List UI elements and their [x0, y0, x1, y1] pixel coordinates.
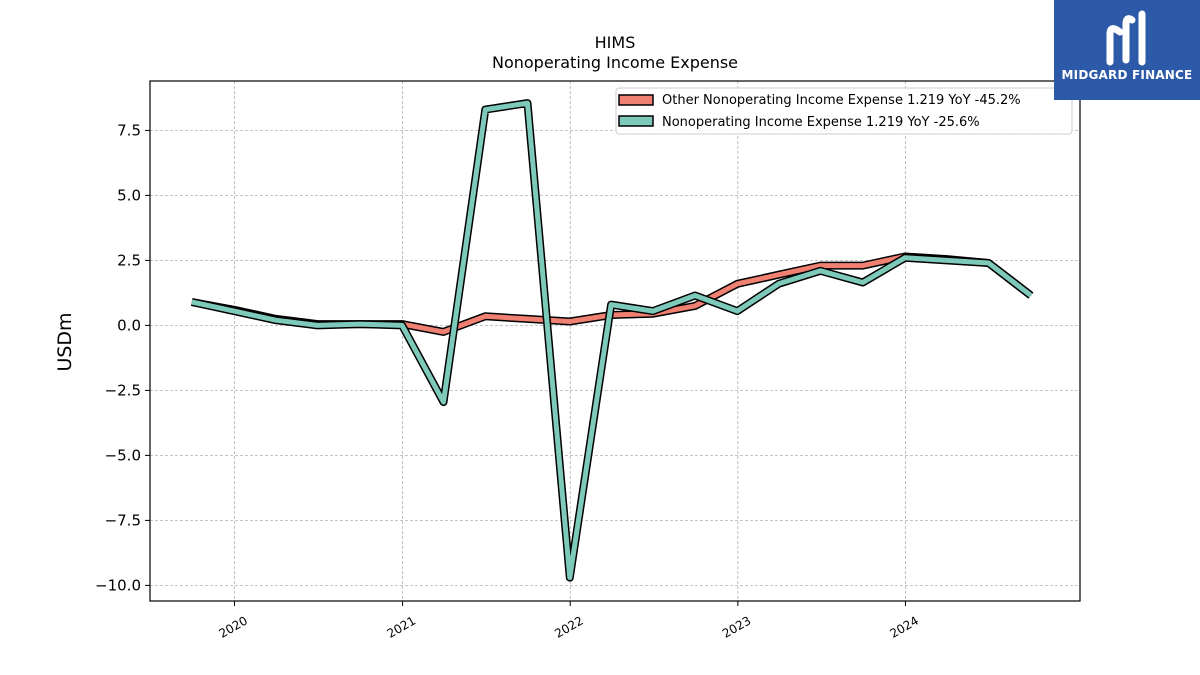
y-tick-label: 7.5: [117, 121, 141, 139]
x-tick-label: 2024: [888, 613, 921, 640]
y-axis-label: USDm: [54, 312, 76, 371]
y-tick-label: −7.5: [105, 511, 141, 529]
plot-frame: [149, 80, 1081, 602]
y-tick-label: 5.0: [117, 186, 141, 204]
chart-title: HIMS: [595, 33, 636, 52]
y-tick-label: 2.5: [117, 251, 141, 269]
y-tick-label: −2.5: [105, 381, 141, 399]
x-tick-label: 2020: [217, 613, 250, 640]
grid: [150, 81, 1080, 601]
x-tick-label: 2023: [720, 613, 753, 640]
y-tick-label: 0.0: [117, 316, 141, 334]
legend: Other Nonoperating Income Expense 1.219 …: [615, 87, 1073, 135]
legend-box: [615, 87, 1073, 135]
chart-subtitle: Nonoperating Income Expense: [492, 53, 738, 72]
logo-mark-icon: [1106, 10, 1146, 66]
x-tick-label: 2021: [385, 613, 418, 640]
logo-text: MIDGARD FINANCE: [1061, 68, 1193, 82]
series-lines: [190, 99, 1034, 582]
y-tick-label: −5.0: [105, 446, 141, 464]
series-outline: [190, 99, 1034, 582]
y-axis: −10.0 −7.5 −5.0 −2.5 0.0 2.5 5.0 7.5: [95, 121, 150, 594]
x-tick-label: 2022: [552, 613, 585, 640]
legend-label: Nonoperating Income Expense 1.219 YoY -2…: [662, 115, 980, 130]
x-axis: 2020 2021 2022 2023 2024: [217, 601, 921, 641]
y-tick-label: −10.0: [95, 576, 141, 594]
midgard-finance-logo: MIDGARD FINANCE: [1054, 0, 1200, 100]
legend-label: Other Nonoperating Income Expense 1.219 …: [662, 93, 1021, 108]
legend-swatch: [618, 115, 654, 127]
series-line: [191, 100, 1033, 581]
legend-swatch: [618, 94, 654, 106]
